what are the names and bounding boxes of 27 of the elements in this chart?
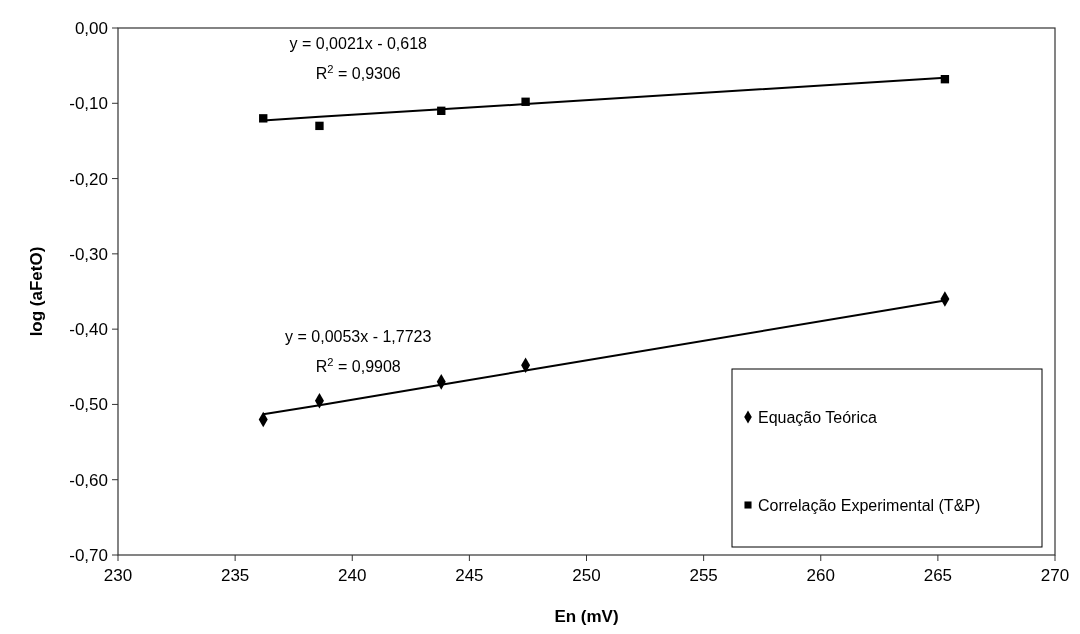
x-tick-label: 255 — [689, 566, 718, 585]
x-tick-label: 270 — [1040, 566, 1070, 585]
legend-label: Correlação Experimental (T&P) — [758, 497, 981, 514]
x-tick-label: 265 — [923, 566, 953, 585]
y-tick-label: -0,60 — [69, 470, 108, 490]
y-tick-label: -0,30 — [69, 244, 108, 264]
x-tick-label: 235 — [220, 566, 250, 585]
x-tick-label: 245 — [455, 566, 484, 585]
y-tick-label: -0,10 — [69, 94, 108, 114]
point — [315, 121, 324, 131]
x-tick-label: 250 — [572, 566, 601, 585]
y-tick-label: -0,70 — [69, 546, 108, 565]
y-axis-title: log (aFetO) — [27, 246, 46, 337]
x-tick-label: 230 — [103, 566, 133, 585]
x-tick-label: 260 — [806, 566, 835, 585]
y-tick-label: -0,40 — [69, 320, 108, 340]
annotation: y = 0,0053x - 1,7723 — [285, 328, 432, 346]
annotation: R$^{2}$ = 0,9908 — [315, 356, 401, 376]
annotation: y = 0,0021x - 0,618 — [289, 34, 428, 52]
y-tick-label: 0,00 — [74, 19, 108, 38]
annotation: R$^{2}$ = 0,9306 — [315, 62, 401, 82]
y-tick-label: -0,20 — [69, 169, 108, 189]
y-tick-label: -0,50 — [69, 395, 108, 415]
x-axis-title: En (mV) — [554, 607, 619, 626]
point — [259, 114, 268, 123]
legend-label: Equação Teórica — [758, 409, 877, 426]
x-tick-label: 240 — [338, 566, 367, 585]
